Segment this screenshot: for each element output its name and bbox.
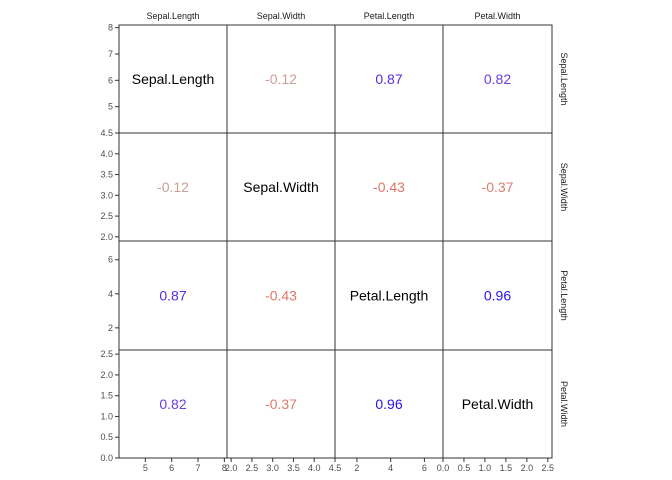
correlation-label-sepal-width-petal-width: -0.37 bbox=[482, 179, 514, 195]
panel-sepal-length-sepal-width bbox=[226, 24, 336, 134]
y-tick-label-petal-width-0-5: 0.5 bbox=[100, 432, 113, 442]
x-tick-label-petal-width-0-5: 0.5 bbox=[458, 463, 471, 473]
panel-petal-width-sepal-width bbox=[226, 349, 336, 459]
correlation-label-sepal-width-petal-length: -0.43 bbox=[373, 179, 405, 195]
y-tick-label-sepal-width-4-5: 4.5 bbox=[100, 128, 113, 138]
strip-right-petal-width: Petal.Width bbox=[559, 381, 569, 427]
x-tick-label-sepal-length-6: 6 bbox=[169, 463, 174, 473]
panel-petal-width-petal-length bbox=[334, 349, 444, 459]
panel-sepal-width-petal-width bbox=[442, 132, 553, 242]
diagonal-label-petal-length: Petal.Length bbox=[350, 288, 429, 304]
strip-top-sepal-length: Sepal.Length bbox=[146, 11, 199, 21]
x-tick-label-sepal-length-7: 7 bbox=[196, 463, 201, 473]
panel-sepal-length-petal-length bbox=[334, 24, 444, 134]
strip-right-petal-length: Petal.Length bbox=[559, 270, 569, 321]
y-tick-label-petal-width-1-0: 1.0 bbox=[100, 411, 113, 421]
correlation-label-sepal-width-sepal-length: -0.12 bbox=[157, 179, 189, 195]
y-tick-label-sepal-length-8: 8 bbox=[108, 23, 113, 33]
x-tick-label-petal-width-1-5: 1.5 bbox=[500, 463, 513, 473]
panel-petal-length-petal-width bbox=[442, 240, 553, 351]
diagonal-label-sepal-length: Sepal.Length bbox=[132, 71, 215, 87]
y-tick-label-petal-length-6: 6 bbox=[108, 255, 113, 265]
x-tick-label-sepal-length-8: 8 bbox=[222, 463, 227, 473]
strip-top-petal-width: Petal.Width bbox=[474, 11, 520, 21]
x-tick-label-petal-width-2-0: 2.0 bbox=[521, 463, 534, 473]
x-tick-label-sepal-width-4-0: 4.0 bbox=[308, 463, 321, 473]
y-tick-label-petal-width-2-5: 2.5 bbox=[100, 349, 113, 359]
y-tick-label-sepal-width-3-0: 3.0 bbox=[100, 190, 113, 200]
panel-petal-length-sepal-width bbox=[226, 240, 336, 351]
panel-sepal-width-sepal-width bbox=[226, 132, 336, 242]
x-tick-label-petal-length-2: 2 bbox=[354, 463, 359, 473]
y-tick-label-sepal-length-5: 5 bbox=[108, 102, 113, 112]
y-tick-label-sepal-width-2-5: 2.5 bbox=[100, 211, 113, 221]
y-tick-label-sepal-length-7: 7 bbox=[108, 49, 113, 59]
correlation-label-sepal-length-sepal-width: -0.12 bbox=[265, 71, 297, 87]
diagonal-label-sepal-width: Sepal.Width bbox=[243, 179, 318, 195]
diagonal-label-petal-width: Petal.Width bbox=[462, 396, 534, 412]
panel-sepal-width-sepal-length bbox=[118, 132, 228, 242]
x-tick-label-petal-width-1-0: 1.0 bbox=[479, 463, 492, 473]
correlation-label-petal-width-petal-length: 0.96 bbox=[375, 396, 402, 412]
y-tick-label-sepal-width-3-5: 3.5 bbox=[100, 170, 113, 180]
strip-right-sepal-width: Sepal.Width bbox=[559, 163, 569, 212]
strip-top-petal-length: Petal.Length bbox=[364, 11, 415, 21]
y-tick-label-petal-width-1-5: 1.5 bbox=[100, 391, 113, 401]
x-tick-label-sepal-width-3-5: 3.5 bbox=[287, 463, 300, 473]
x-tick-label-sepal-width-4-5: 4.5 bbox=[329, 463, 342, 473]
correlation-label-petal-width-sepal-length: 0.82 bbox=[159, 396, 186, 412]
correlation-label-petal-length-sepal-length: 0.87 bbox=[159, 288, 186, 304]
y-tick-label-sepal-length-6: 6 bbox=[108, 75, 113, 85]
y-tick-label-petal-width-0-0: 0.0 bbox=[100, 453, 113, 463]
x-tick-label-petal-width-0-0: 0.0 bbox=[437, 463, 450, 473]
panel-sepal-length-sepal-length bbox=[118, 24, 228, 134]
x-tick-label-sepal-length-5: 5 bbox=[143, 463, 148, 473]
strip-top-sepal-width: Sepal.Width bbox=[257, 11, 306, 21]
correlation-label-petal-length-sepal-width: -0.43 bbox=[265, 288, 297, 304]
panel-petal-width-sepal-length bbox=[118, 349, 228, 459]
correlation-label-sepal-length-petal-width: 0.82 bbox=[484, 71, 511, 87]
correlation-label-petal-width-sepal-width: -0.37 bbox=[265, 396, 297, 412]
x-tick-label-sepal-width-2-5: 2.5 bbox=[246, 463, 259, 473]
y-tick-label-sepal-width-4-0: 4.0 bbox=[100, 149, 113, 159]
x-tick-label-petal-width-2-5: 2.5 bbox=[542, 463, 555, 473]
y-tick-label-sepal-width-2-0: 2.0 bbox=[100, 232, 113, 242]
y-tick-label-petal-length-4: 4 bbox=[108, 289, 113, 299]
correlation-label-sepal-length-petal-length: 0.87 bbox=[375, 71, 402, 87]
y-tick-label-petal-length-2: 2 bbox=[108, 323, 113, 333]
x-tick-label-sepal-width-3-0: 3.0 bbox=[266, 463, 279, 473]
x-tick-label-sepal-width-2-0: 2.0 bbox=[225, 463, 238, 473]
panel-petal-width-petal-width bbox=[442, 349, 553, 459]
y-tick-label-petal-width-2-0: 2.0 bbox=[100, 370, 113, 380]
x-tick-label-petal-length-6: 6 bbox=[422, 463, 427, 473]
panel-sepal-length-petal-width bbox=[442, 24, 553, 134]
strip-right-sepal-length: Sepal.Length bbox=[559, 52, 569, 105]
x-tick-label-petal-length-4: 4 bbox=[388, 463, 393, 473]
correlation-label-petal-length-petal-width: 0.96 bbox=[484, 288, 511, 304]
